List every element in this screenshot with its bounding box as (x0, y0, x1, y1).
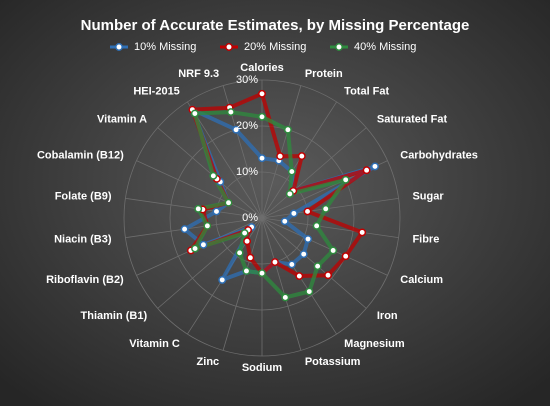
category-label: Vitamin A (97, 114, 147, 126)
data-point (305, 287, 314, 296)
data-point (297, 152, 306, 161)
data-point (209, 171, 218, 180)
category-label: HEI-2015 (133, 86, 179, 98)
data-point (341, 252, 350, 261)
data-point (304, 235, 312, 243)
legend-label: 40% Missing (354, 41, 416, 53)
category-label: Fibre (412, 233, 439, 245)
data-point (258, 112, 266, 121)
data-point (295, 272, 304, 280)
category-label: Sugar (412, 191, 444, 203)
category-label: Cobalamin (B12) (37, 150, 124, 162)
y-tick-label: 10% (236, 166, 258, 178)
data-point (285, 189, 294, 198)
data-point (242, 267, 251, 275)
category-label: Magnesium (344, 338, 405, 350)
spoke (261, 127, 367, 219)
data-point (321, 204, 330, 213)
data-point (289, 209, 298, 218)
data-point (287, 167, 296, 176)
spoke (187, 101, 263, 219)
data-point (312, 221, 321, 230)
category-label: Potassium (305, 356, 361, 368)
category-label: Carbohydrates (400, 150, 478, 162)
spoke (222, 217, 263, 351)
data-point (258, 89, 266, 98)
data-point (199, 240, 208, 249)
category-label: NRF 9.3 (178, 68, 219, 80)
data-point (212, 207, 221, 216)
category-label: Saturated Fat (377, 114, 448, 126)
data-point (329, 246, 338, 255)
spoke (136, 160, 263, 219)
category-label: Folate (B9) (55, 191, 112, 203)
category-label: Vitamin C (129, 338, 180, 350)
chart-title: Number of Accurate Estimates, by Missing… (81, 17, 470, 34)
category-label: Calories (240, 62, 283, 74)
data-point (246, 253, 255, 262)
data-point (203, 221, 212, 230)
category-label: Zinc (197, 356, 220, 368)
spoke (261, 217, 388, 276)
data-point (341, 175, 350, 184)
data-point (258, 269, 266, 278)
data-point (258, 154, 266, 163)
data-point (324, 271, 333, 280)
spoke (261, 85, 302, 219)
category-label: Niacin (B3) (54, 233, 112, 245)
category-label: Riboflavin (B2) (46, 274, 124, 286)
category-label: Sodium (242, 362, 283, 374)
data-point (180, 225, 189, 234)
data-point (235, 248, 244, 257)
legend-marker (225, 43, 233, 51)
data-point (303, 207, 312, 216)
category-label: Total Fat (344, 86, 389, 98)
y-tick-label: 30% (236, 74, 258, 86)
spoke (157, 127, 263, 219)
legend-marker (115, 43, 123, 51)
data-point (283, 125, 292, 134)
data-point (287, 260, 296, 269)
data-point (313, 262, 322, 271)
spoke (125, 217, 263, 239)
spoke (261, 217, 367, 309)
data-point (224, 198, 233, 207)
y-tick-label: 20% (236, 120, 258, 132)
data-point (299, 250, 308, 259)
data-point (243, 237, 252, 246)
legend-label: 10% Missing (134, 41, 196, 53)
category-label: Protein (305, 68, 343, 80)
data-point (240, 229, 249, 238)
data-point (358, 228, 367, 237)
data-point (362, 166, 371, 175)
spoke (125, 197, 263, 219)
category-label: Calcium (400, 274, 443, 286)
spoke (261, 217, 302, 351)
data-point (371, 162, 379, 171)
legend-marker (335, 43, 343, 51)
data-point (191, 244, 200, 253)
legend-label: 20% Missing (244, 41, 306, 53)
data-point (280, 217, 289, 226)
data-point (218, 275, 227, 284)
category-label: Iron (377, 310, 398, 322)
y-tick-label: 0% (242, 212, 258, 224)
data-point (276, 152, 285, 161)
data-point (281, 293, 290, 302)
data-point (271, 258, 279, 267)
data-point (194, 204, 203, 213)
data-point (190, 109, 199, 118)
category-label: Thiamin (B1) (81, 310, 148, 322)
data-point (226, 108, 235, 117)
spoke (261, 197, 399, 219)
data-point (232, 125, 241, 134)
